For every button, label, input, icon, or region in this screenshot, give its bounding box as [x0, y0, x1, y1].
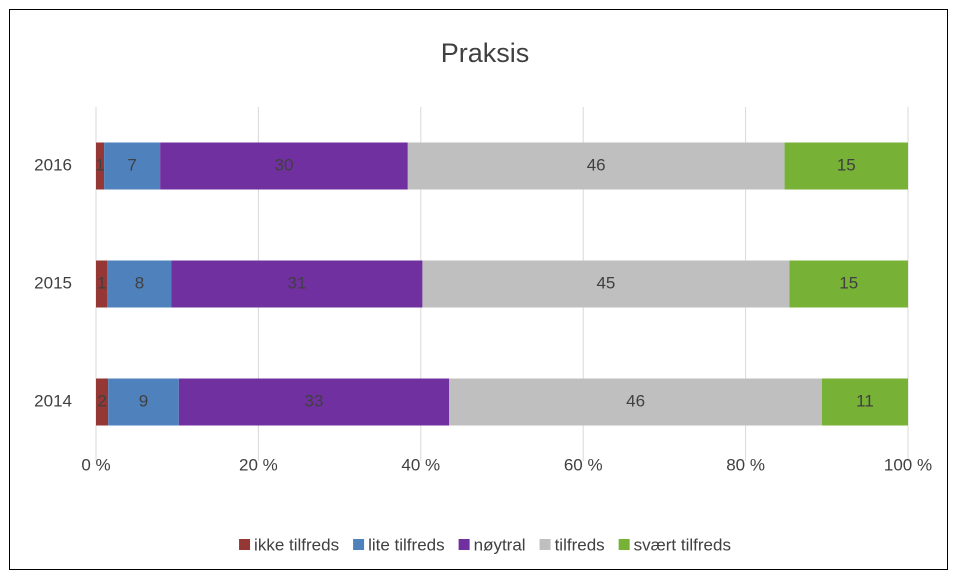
data-label: 30 [275, 155, 294, 174]
bar-segment [407, 142, 785, 190]
y-tick-label: 2014 [34, 391, 72, 410]
data-label: 46 [626, 391, 645, 410]
data-label: 33 [305, 391, 324, 410]
bar-segment [104, 142, 161, 190]
bar-segment [160, 142, 408, 190]
bar-segment [171, 260, 423, 308]
legend-label: tilfreds [555, 535, 605, 554]
data-label: 45 [596, 273, 615, 292]
data-label: 1 [95, 155, 104, 174]
data-label: 8 [135, 273, 144, 292]
bar-segment [96, 378, 109, 426]
x-tick-label: 20 % [239, 455, 278, 474]
data-label: 9 [139, 391, 148, 410]
bar-segment [178, 378, 450, 426]
bar-segment [107, 260, 172, 308]
data-label: 15 [839, 273, 858, 292]
legend-label: svært tilfreds [634, 535, 731, 554]
data-label: 46 [587, 155, 606, 174]
legend-swatch [618, 539, 630, 550]
bar-segment [449, 378, 822, 426]
data-label: 11 [856, 391, 874, 410]
bar-segment [789, 260, 908, 308]
x-tick-label: 100 % [884, 455, 932, 474]
legend-swatch [539, 539, 551, 550]
bar-segment [96, 260, 108, 308]
bar-segment [108, 378, 179, 426]
data-label: 7 [127, 155, 136, 174]
chart-title: Praksis [441, 38, 530, 68]
legend-label: lite tilfreds [368, 535, 445, 554]
y-tick-label: 2015 [34, 273, 72, 292]
y-tick-label: 2016 [34, 155, 72, 174]
legend-swatch [458, 539, 470, 550]
bar-segment [422, 260, 790, 308]
legend-swatch [353, 539, 365, 550]
legend-label: ikke tilfreds [254, 535, 339, 554]
bar-segment [96, 142, 105, 190]
bar-segment [784, 142, 908, 190]
data-label: 1 [97, 273, 106, 292]
x-tick-label: 40 % [401, 455, 440, 474]
legend-label: nøytral [474, 535, 526, 554]
data-label: 2 [97, 391, 106, 410]
x-tick-label: 0 % [81, 455, 110, 474]
x-tick-label: 80 % [726, 455, 765, 474]
data-label: 15 [837, 155, 856, 174]
bar-segment [821, 378, 908, 426]
data-label: 31 [288, 273, 307, 292]
legend-swatch [239, 539, 251, 550]
x-tick-label: 60 % [564, 455, 603, 474]
